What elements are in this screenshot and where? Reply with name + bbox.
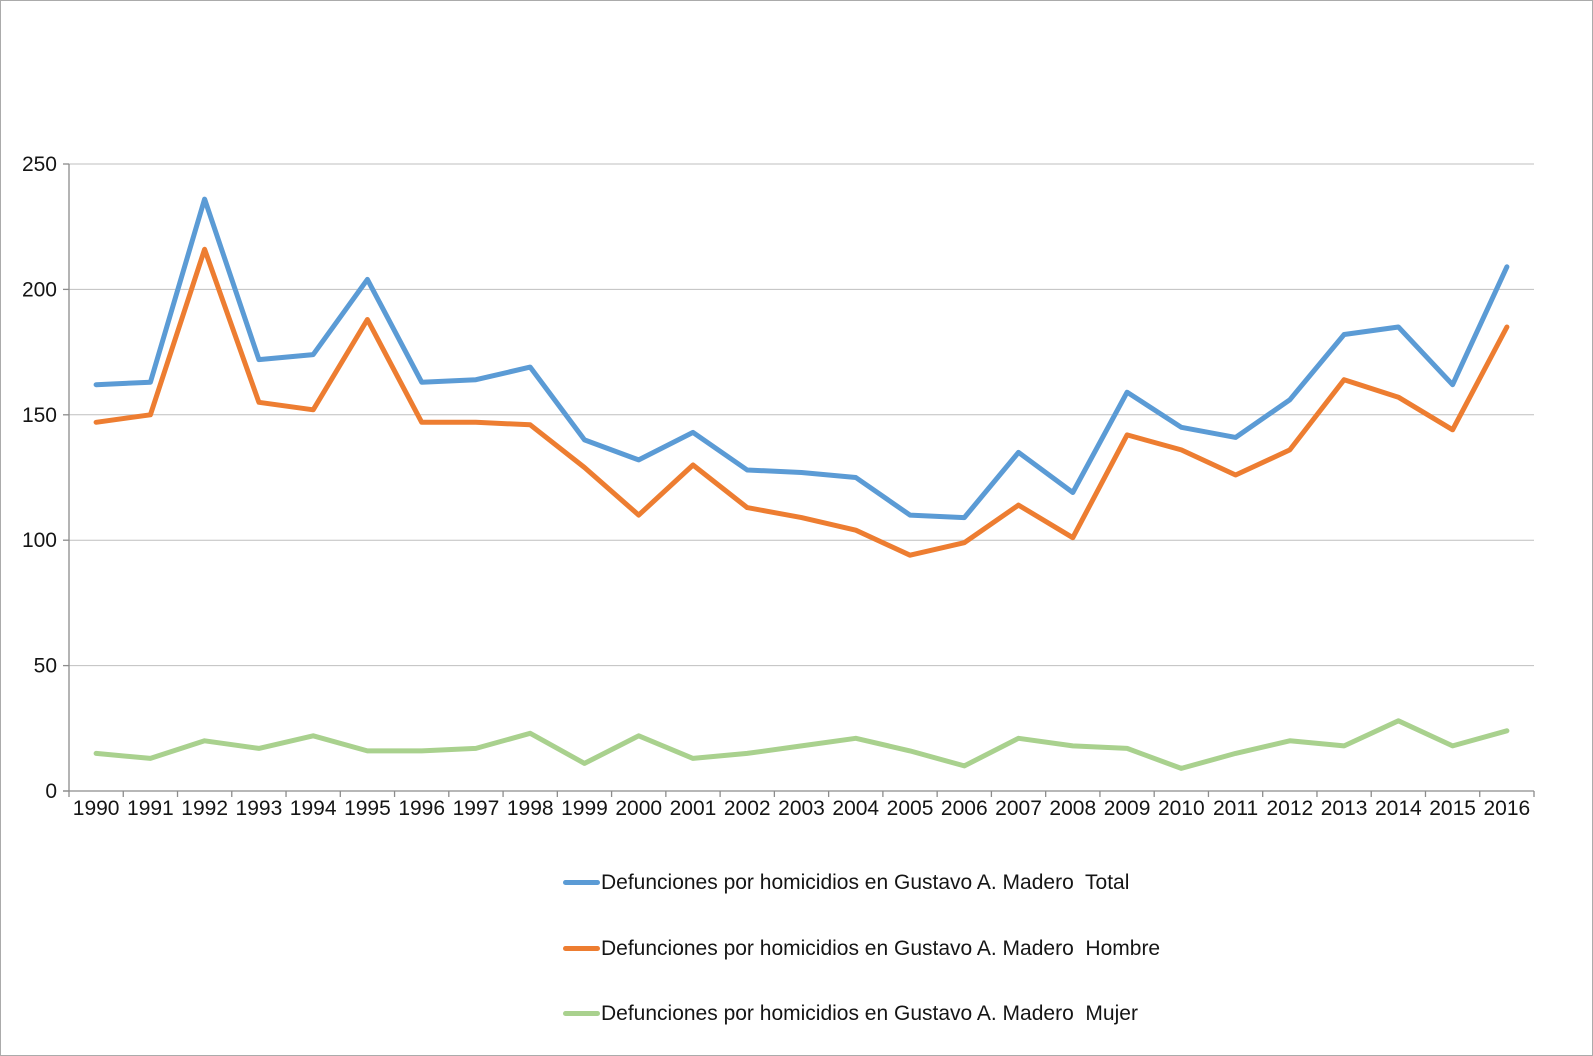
legend-label-total: Defunciones por homicidios en Gustavo A.… <box>601 870 1130 894</box>
series-line-2[interactable] <box>93 718 1510 771</box>
x-tick-label-2005: 2005 <box>887 797 934 820</box>
x-tick-label-1995: 1995 <box>344 797 391 820</box>
legend-label-mujer: Defunciones por homicidios en Gustavo A.… <box>601 1001 1138 1025</box>
x-tick-label-2014: 2014 <box>1375 797 1422 820</box>
legend-swatch-hombre <box>563 945 600 951</box>
x-tick-label-1998: 1998 <box>507 797 554 820</box>
y-tick-label-100: 100 <box>22 529 57 552</box>
y-tick-label-200: 200 <box>22 278 57 301</box>
x-tick-label-2000: 2000 <box>615 797 662 820</box>
x-tick-label-1993: 1993 <box>236 797 283 820</box>
legend-swatch-total <box>563 879 600 885</box>
legend-entry-hombre[interactable]: Defunciones por homicidios en Gustavo A.… <box>563 933 1160 963</box>
x-tick-label-2006: 2006 <box>941 797 988 820</box>
x-tick-label-2012: 2012 <box>1266 797 1313 820</box>
x-tick-label-2010: 2010 <box>1158 797 1205 820</box>
x-tick-label-1997: 1997 <box>453 797 500 820</box>
legend-label-hombre: Defunciones por homicidios en Gustavo A.… <box>601 936 1161 960</box>
x-tick-label-2009: 2009 <box>1104 797 1151 820</box>
x-tick-label-2007: 2007 <box>995 797 1042 820</box>
y-tick-label-150: 150 <box>22 404 57 427</box>
x-tick-label-2008: 2008 <box>1049 797 1096 820</box>
x-tick-label-2003: 2003 <box>778 797 825 820</box>
x-tick-label-1990: 1990 <box>73 797 120 820</box>
x-tick-label-1992: 1992 <box>181 797 228 820</box>
legend-entry-mujer[interactable]: Defunciones por homicidios en Gustavo A.… <box>563 998 1138 1028</box>
x-tick-label-1991: 1991 <box>127 797 174 820</box>
x-tick-label-2002: 2002 <box>724 797 771 820</box>
y-tick-label-50: 50 <box>34 655 57 678</box>
x-tick-label-2016: 2016 <box>1484 797 1531 820</box>
x-tick-label-1996: 1996 <box>398 797 445 820</box>
series-line-0[interactable] <box>93 196 1510 521</box>
x-tick-label-1999: 1999 <box>561 797 608 820</box>
y-tick-label-0: 0 <box>45 780 57 803</box>
x-tick-label-2004: 2004 <box>832 797 879 820</box>
y-tick-label-250: 250 <box>22 153 57 176</box>
x-tick-label-2001: 2001 <box>670 797 717 820</box>
x-tick-label-2011: 2011 <box>1213 797 1258 820</box>
x-tick-label-1994: 1994 <box>290 797 337 820</box>
series-line-1[interactable] <box>93 246 1510 558</box>
legend-swatch-mujer <box>563 1010 600 1016</box>
x-tick-label-2013: 2013 <box>1321 797 1368 820</box>
x-tick-label-2015: 2015 <box>1429 797 1476 820</box>
legend-entry-total[interactable]: Defunciones por homicidios en Gustavo A.… <box>563 867 1129 897</box>
